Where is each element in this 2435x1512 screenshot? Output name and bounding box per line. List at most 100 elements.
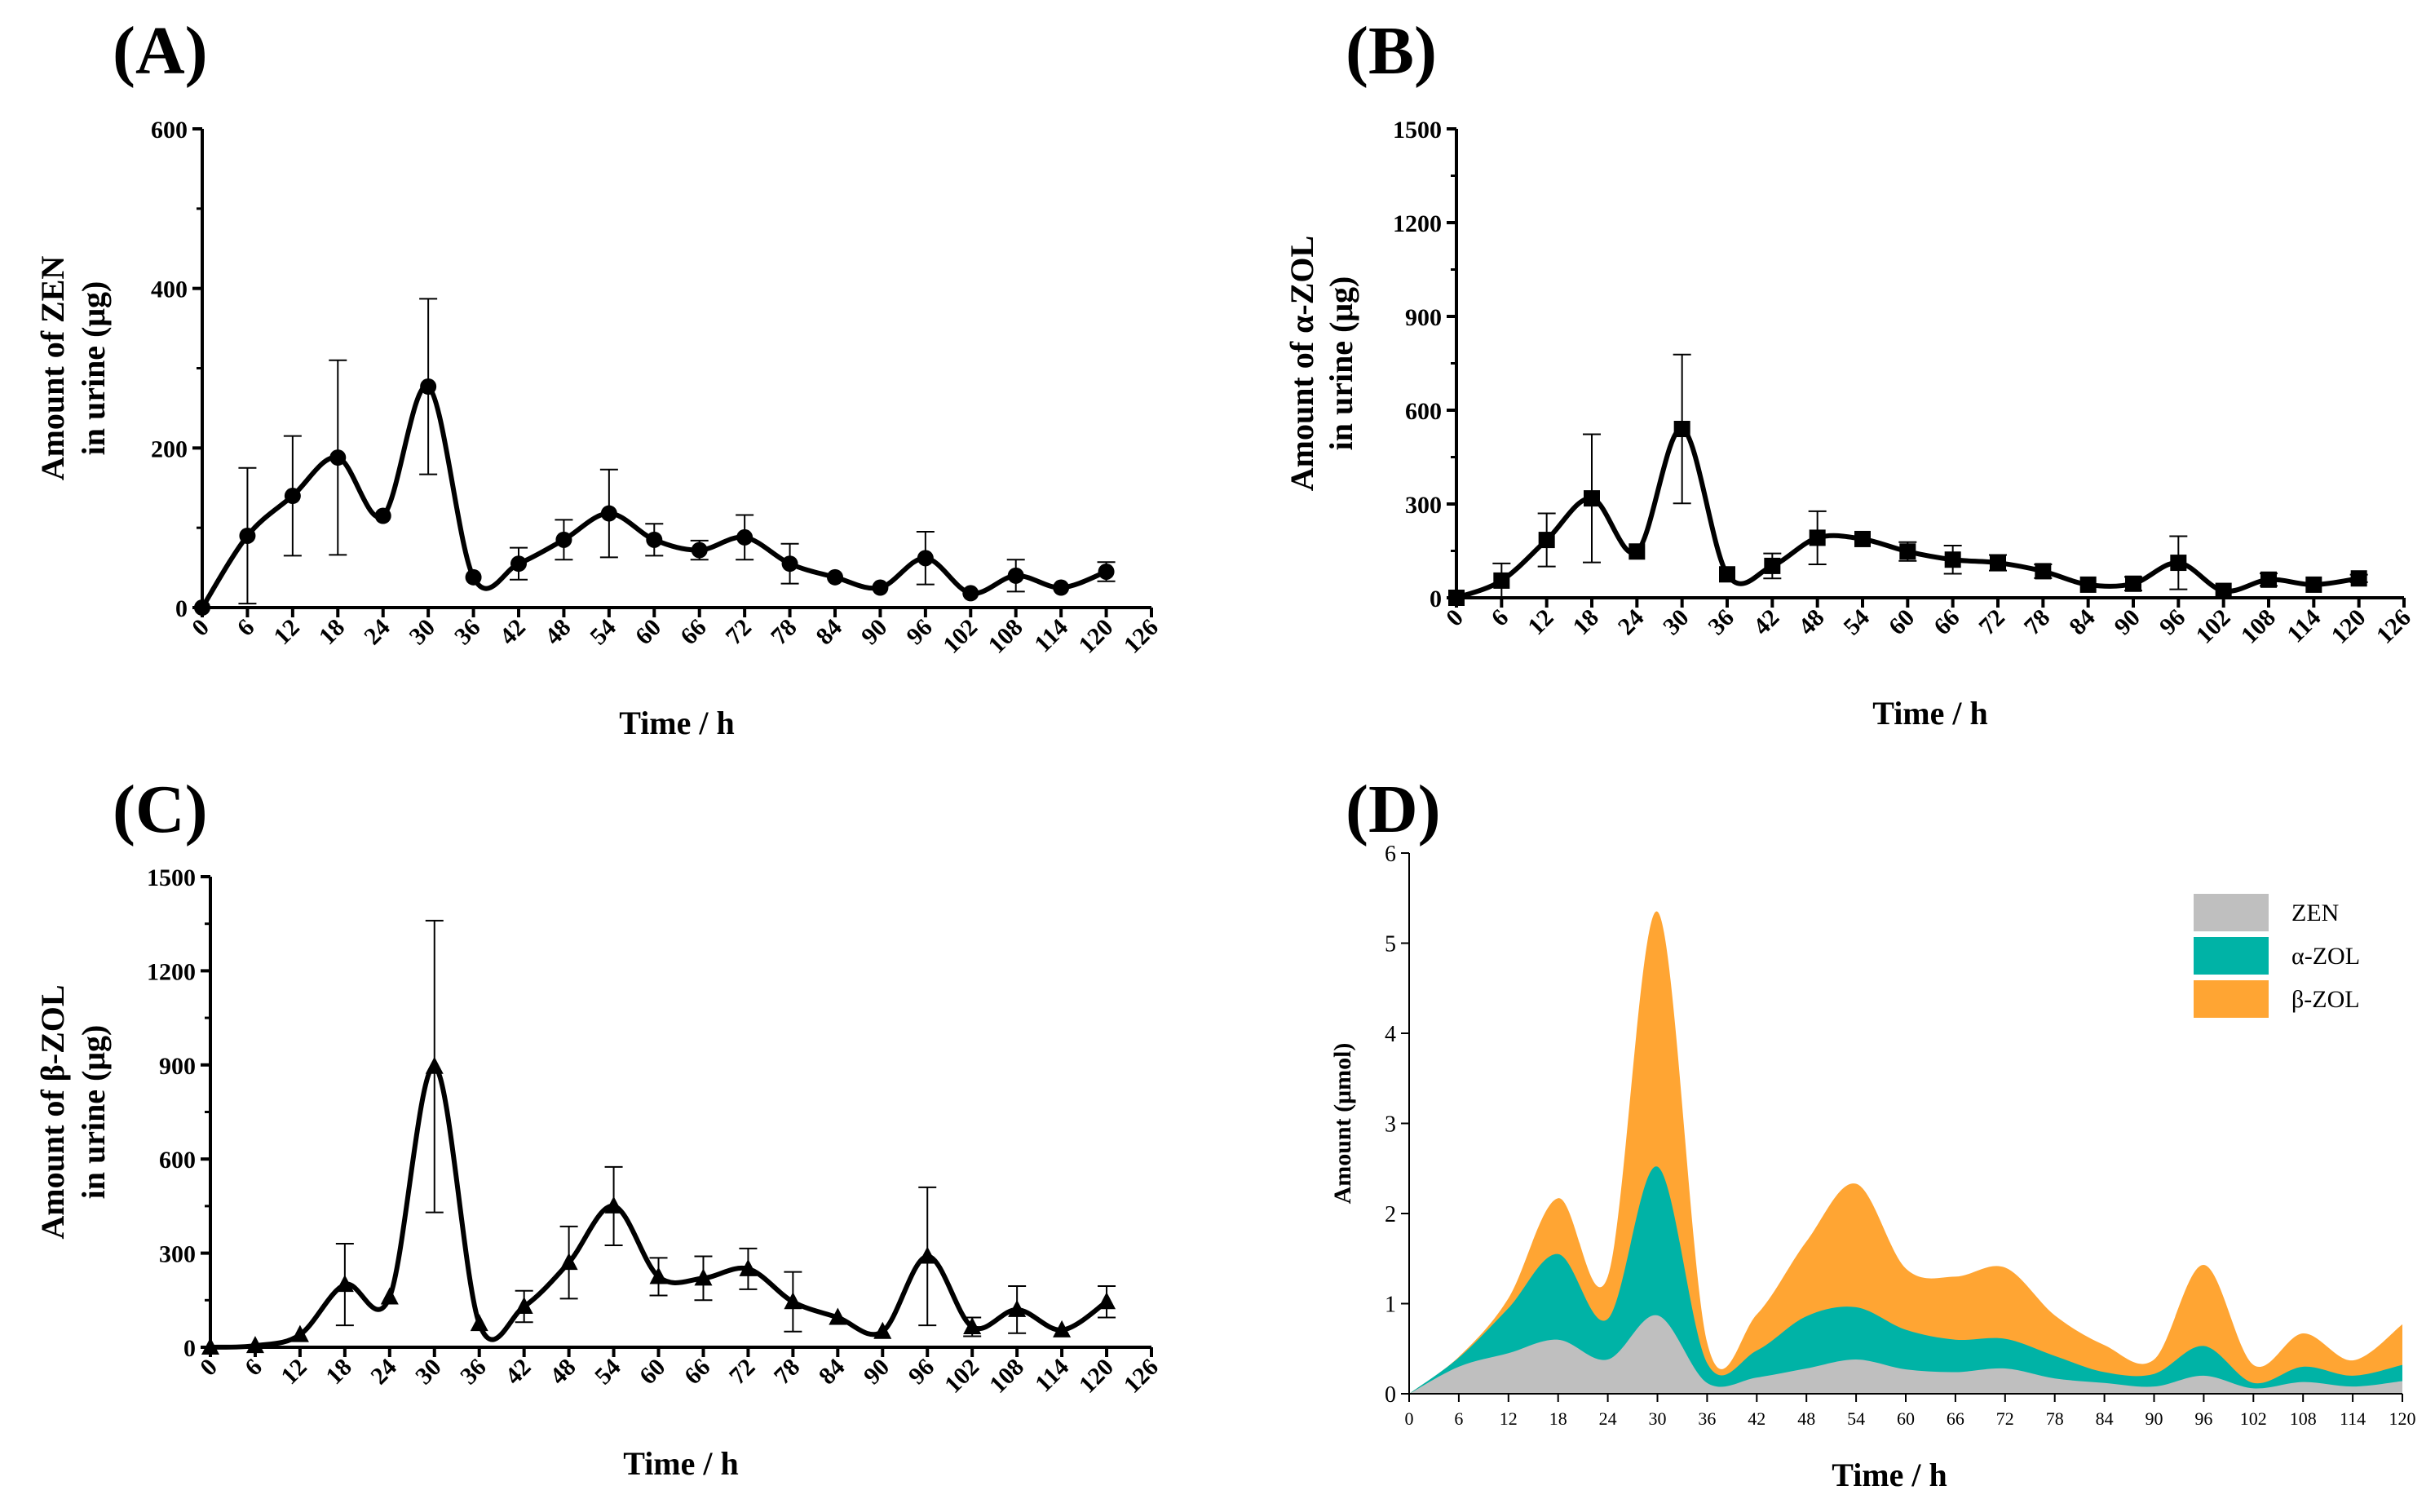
panel-c-data-point (963, 1316, 982, 1334)
panel-b-data-point (1854, 530, 1871, 547)
panel-c-data-point (290, 1324, 309, 1342)
panel-a-xtick-label: 96 (901, 614, 938, 651)
panel-b-xtick-label: 12 (1522, 604, 1559, 641)
panel-c-data-point (694, 1268, 713, 1286)
panel-d-legend-swatch-α-ZOL (2194, 937, 2269, 975)
panel-a-xtick-label: 78 (766, 614, 802, 651)
panel-a-data-point (962, 585, 979, 602)
panel-a-data-point (374, 507, 391, 524)
panel-c-ylabel-line1: Amount of β-ZOL (34, 984, 71, 1239)
panel-b-data-point (2035, 563, 2052, 580)
panel-a-xtick-label: 102 (938, 614, 983, 659)
panel-b-xtick-label: 0 (1441, 604, 1469, 632)
panel-a-xtick-label: 90 (856, 614, 893, 651)
panel-c-data-point (604, 1196, 623, 1214)
panel-b-ylabel-line2: in urine (μg) (1323, 276, 1359, 451)
panel-a-xtick-label: 24 (359, 614, 396, 651)
panel-d-area-ZEN (1409, 1315, 2402, 1394)
panel-c-xtick-label: 54 (590, 1354, 626, 1390)
panel-a-data-point (917, 550, 934, 567)
panel-c-data-point (245, 1336, 264, 1354)
panel-c-data-point (425, 1056, 444, 1074)
panel-d-xtick-label: 6 (1454, 1408, 1463, 1429)
panel-d-legend-label: ZEN (2291, 900, 2339, 926)
panel-c-ytick-label: 900 (159, 1053, 196, 1080)
panel-a-xtick-label: 126 (1119, 614, 1164, 659)
panel-c-data-point (873, 1321, 892, 1339)
panel-b-ytick-label: 600 (1405, 398, 1442, 425)
panel-c-xtick-label: 12 (276, 1354, 312, 1390)
panel-a-data-point (646, 531, 663, 548)
panel-a-xtick-label: 12 (268, 614, 305, 651)
panel-c-xtick-label: 114 (1030, 1354, 1074, 1398)
panel-d-legend-label: β-ZOL (2291, 986, 2360, 1013)
panel-c-xtick-label: 108 (984, 1354, 1029, 1399)
panel-c-xtick-label: 36 (455, 1354, 492, 1390)
panel-c-ytick-label: 0 (183, 1335, 196, 1362)
panel-a-xtick-label: 60 (630, 614, 667, 651)
panel-d-ylabel: Amount (μmol) (1329, 1043, 1356, 1205)
panel-d-ytick-label: 3 (1385, 1112, 1396, 1138)
panel-c-ylabel-line2: in urine (μg) (75, 1025, 112, 1200)
panel-a-xtick-label: 72 (721, 614, 758, 651)
panel-a-xtick-label: 30 (404, 614, 441, 651)
panel-d-xtick-label: 72 (1996, 1408, 2014, 1429)
panel-c-data-point (335, 1275, 354, 1293)
panel-b-data-point (1628, 543, 1646, 560)
panel-b-ytick-label: 300 (1405, 492, 1442, 519)
panel-a-data-point (781, 555, 798, 573)
panel-b-ytick-label: 0 (1430, 586, 1442, 612)
panel-b-xtick-label: 54 (1838, 604, 1875, 641)
panel-b-data-point (2350, 570, 2367, 587)
panel-b-label: (B) (1346, 13, 1437, 89)
panel-a-data-point (510, 555, 527, 573)
panel-b-data-point (1493, 572, 1510, 589)
panel-c-xtick-label: 18 (320, 1354, 357, 1390)
panel-d-xtick-label: 66 (1947, 1408, 1964, 1429)
panel-c-ytick-label: 1200 (147, 958, 196, 985)
panel-c-xlabel: Time / h (623, 1445, 739, 1482)
panel-c-xtick-label: 72 (724, 1354, 761, 1390)
panel-b-data-point (2305, 576, 2322, 593)
panel-b-data-point (1538, 532, 1555, 549)
panel-c-xtick-label: 102 (939, 1354, 984, 1399)
panel-a-data-point (284, 488, 301, 505)
panel-d-xtick-label: 12 (1500, 1408, 1518, 1429)
panel-a-xtick-label: 6 (232, 614, 259, 642)
panel-b-ytick-label: 1500 (1393, 117, 1442, 144)
panel-b-xtick-label: 36 (1703, 604, 1739, 641)
panel-b-xlabel: Time / h (1872, 695, 1988, 732)
panel-c-data-point (739, 1258, 758, 1276)
panel-d-xtick-label: 36 (1698, 1408, 1716, 1429)
panel-c-ytick-label: 300 (159, 1241, 196, 1268)
panel-b-ytick-label: 900 (1405, 304, 1442, 331)
panel-a-xtick-label: 54 (585, 614, 621, 651)
panel-d-xtick-label: 78 (2046, 1408, 2064, 1429)
panel-b-xtick-label: 120 (2326, 604, 2371, 649)
panel-c-xtick-label: 30 (410, 1354, 447, 1390)
panel-a-data-point (420, 378, 437, 396)
panel-a-xtick-label: 48 (540, 614, 577, 651)
panel-c-data-point (829, 1307, 847, 1325)
panel-a-xtick-label: 108 (983, 614, 1028, 659)
panel-d-ytick-label: 0 (1385, 1382, 1396, 1408)
panel-b-data-point (1764, 557, 1781, 574)
panel-c-ytick-label: 1500 (147, 864, 196, 891)
panel-a-ytick-label: 200 (151, 435, 188, 462)
panel-d-legend-swatch-β-ZOL (2194, 980, 2269, 1018)
panel-a-data-point (329, 449, 347, 466)
panel-a-data-point (736, 528, 753, 546)
panel-a-data-point (1098, 563, 1115, 580)
panel-b-data-point (1809, 529, 1826, 546)
panel-a-ytick-label: 0 (175, 595, 188, 622)
panel-d-ytick-label: 6 (1385, 842, 1396, 867)
panel-c-data-point (918, 1246, 937, 1264)
panel-d-xtick-label: 54 (1847, 1408, 1865, 1429)
panel-a-data-point (872, 579, 889, 596)
panel-a-xlabel: Time / h (619, 705, 735, 741)
panel-d-legend-label: α-ZOL (2291, 943, 2360, 970)
panel-d-xtick-label: 30 (1649, 1408, 1667, 1429)
panel-a-xtick-label: 18 (314, 614, 351, 651)
